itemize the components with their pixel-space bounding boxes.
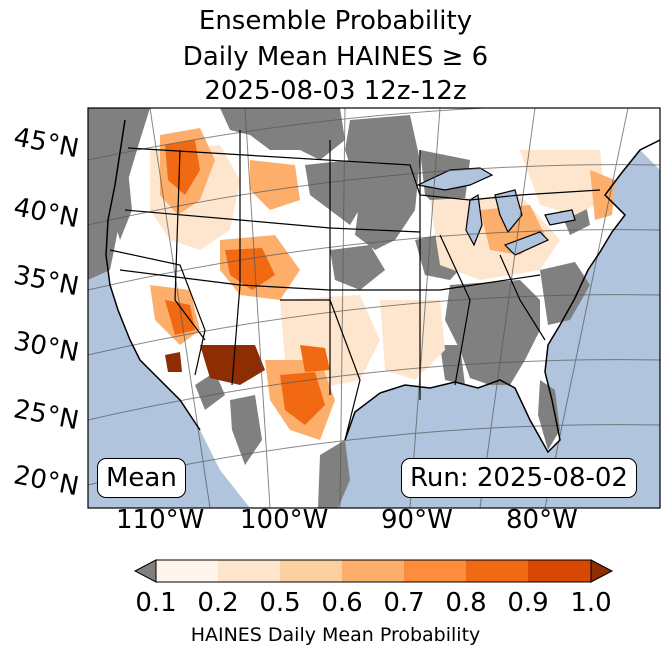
colorbar-tick-0.9: 0.9 (507, 588, 549, 618)
title-line-1: Ensemble Probability (198, 6, 473, 36)
colorbar-tick-0.2: 0.2 (197, 588, 239, 618)
colorbar-bin-7 (528, 560, 591, 582)
coastline (105, 119, 660, 454)
colorbar-label: HAINES Daily Mean Probability (190, 624, 481, 646)
lon-label-90w: 90°W (381, 505, 453, 535)
colorbar-tick-0.6: 0.6 (321, 588, 363, 618)
colorbar-tick-0.1: 0.1 (135, 588, 177, 618)
colorbar-bin-4 (342, 560, 404, 582)
colorbar-bin-5 (404, 560, 466, 582)
lon-label-80w: 80°W (506, 505, 578, 535)
title-line-2: Daily Mean HAINES ≥ 6 (182, 42, 489, 72)
colorbar-bin-3 (280, 560, 342, 582)
title-line-3: 2025-08-03 12z-12z (204, 76, 467, 106)
colorbar-tick-0.5: 0.5 (259, 588, 301, 618)
colorbar (133, 559, 614, 583)
colorbar-bin-1 (156, 560, 218, 582)
colorbar-frame (155, 559, 592, 583)
colorbar-tick-1.0: 1.0 (570, 588, 612, 618)
colorbar-over-arrow (590, 559, 614, 583)
colorbar-bin-2 (218, 560, 280, 582)
state-borders (109, 130, 601, 441)
run-label-box: Run: 2025-08-02 (401, 458, 637, 498)
great-lakes (416, 167, 576, 256)
stat-label-box: Mean (97, 458, 186, 498)
very-high-probability-regions (165, 345, 265, 385)
colorbar-tick-0.7: 0.7 (383, 588, 425, 618)
colorbar-under-arrow (133, 559, 157, 583)
colorbar-bin-6 (466, 560, 528, 582)
colorbar-tick-0.8: 0.8 (445, 588, 487, 618)
map-frame (87, 107, 661, 509)
lon-label-110w: 110°W (116, 505, 205, 535)
high-probability-regions (165, 140, 330, 425)
lon-label-100w: 100°W (240, 505, 329, 535)
